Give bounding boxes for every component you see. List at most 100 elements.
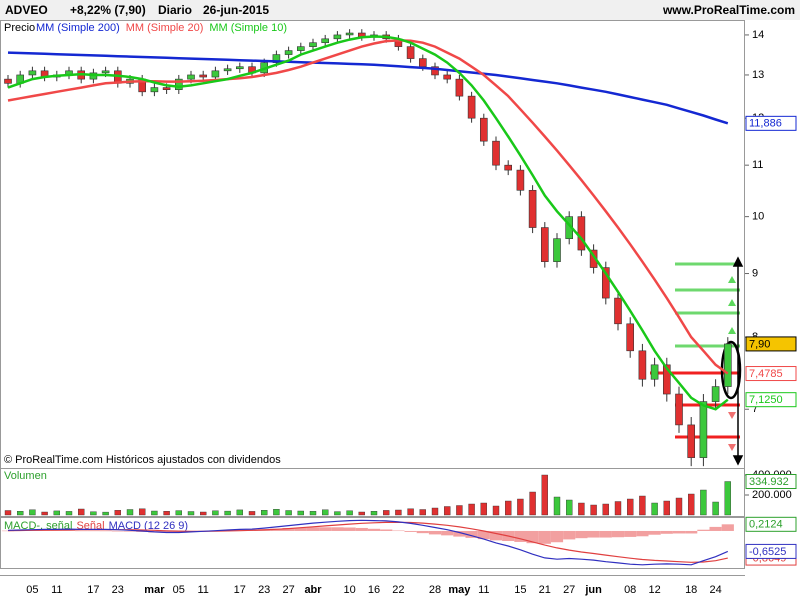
x-tick-label: 10: [343, 584, 355, 596]
candle-body: [309, 42, 317, 47]
volume-bar: [346, 510, 353, 516]
macd-hist: [636, 530, 649, 537]
volume-bar: [4, 510, 12, 516]
macd-hist: [489, 530, 503, 541]
candle-body: [187, 74, 195, 80]
macd-hist: [282, 528, 295, 531]
volume-bar: [602, 503, 609, 516]
macd-hist: [453, 530, 466, 537]
y-tick-label: 7: [752, 403, 758, 415]
macd-hist: [526, 530, 539, 544]
candle-body: [577, 216, 586, 251]
y-tick-label: 10: [752, 211, 764, 223]
x-tick-label: mar: [144, 584, 165, 596]
volume-bar: [175, 510, 183, 516]
volume-bar: [407, 508, 414, 516]
volume-bar: [248, 511, 256, 516]
up-mark: [728, 327, 736, 334]
candle-body: [431, 66, 439, 76]
candle-body: [418, 58, 427, 68]
site[interactable]: www.ProRealTime.com: [662, 3, 795, 17]
volume-bar: [541, 474, 548, 516]
down-mark: [728, 412, 736, 419]
macd-hist: [404, 530, 417, 532]
volume-bar: [517, 498, 524, 516]
macd-hist: [721, 524, 734, 531]
volume-bar: [114, 510, 122, 516]
candle-body: [455, 78, 464, 97]
change: +8,22% (7,90): [70, 3, 146, 17]
candle-body: [553, 238, 561, 262]
candle-body: [150, 87, 159, 93]
legend-price: Precio: [4, 22, 35, 34]
candle-body: [479, 117, 488, 142]
x-tick-label: 15: [514, 584, 526, 596]
volume-bar: [529, 491, 536, 516]
x-tick-label: 08: [624, 584, 636, 596]
candle-body: [662, 364, 671, 395]
candle-body: [223, 68, 232, 72]
candle-body: [516, 169, 525, 191]
macd-hist: [538, 530, 551, 544]
volume-bar: [419, 509, 426, 516]
volume-bar: [297, 510, 304, 516]
candle-body: [601, 267, 610, 299]
macd-hist: [550, 530, 564, 543]
candle-body: [199, 74, 207, 78]
candle-body: [528, 189, 537, 228]
candle-body: [626, 323, 635, 352]
volume-bar: [187, 511, 195, 516]
volume-bar: [236, 509, 244, 516]
macd-hist: [62, 530, 76, 531]
x-tick-label: 11: [478, 584, 489, 596]
candle-body: [101, 70, 110, 74]
value-tag: [745, 516, 797, 532]
volume-bar: [724, 481, 731, 516]
value-tag-label: 0,2124: [749, 519, 783, 531]
volume-bar: [151, 510, 158, 516]
volume-bar: [468, 503, 475, 516]
y-tick-label: 200.000: [752, 489, 792, 501]
x-tick-label: 18: [685, 584, 697, 596]
legend-entry: MM (Simple 20): [126, 22, 204, 34]
panel-label: Volumen: [4, 470, 47, 482]
x-tick-label: 16: [368, 584, 380, 596]
candle-body: [504, 164, 513, 171]
volume-bar: [383, 510, 390, 516]
volume-bar: [65, 511, 73, 516]
price-frame: [0, 20, 745, 469]
macd-line: [7, 519, 729, 566]
x-tick-label: 17: [87, 584, 99, 596]
candle-body: [296, 46, 305, 51]
candle-body: [333, 34, 342, 40]
candle-body: [443, 74, 452, 80]
legend-entry: MACD (12 26 9): [109, 520, 188, 532]
value-tag: [745, 543, 797, 559]
candle-body: [614, 297, 622, 325]
volume-bar: [444, 506, 451, 516]
macd-hist: [1, 530, 15, 532]
x-tick-label: 28: [429, 584, 441, 596]
volume-bar: [395, 509, 402, 516]
macd-hist: [599, 530, 612, 538]
x-tick-label: jun: [584, 584, 602, 596]
macd-hist: [331, 527, 344, 531]
x-tick-label: 17: [234, 584, 246, 596]
volume-bar: [102, 511, 109, 516]
macd-hist: [587, 530, 600, 538]
x-tick-label: 11: [51, 584, 62, 596]
macd-hist: [123, 530, 137, 532]
macd-hist: [306, 527, 320, 531]
legend-entry: MM (Simple 200): [36, 22, 120, 34]
candle-body: [492, 140, 500, 166]
moving-average: [7, 35, 729, 411]
frames: [0, 20, 745, 576]
macd-hist: [87, 530, 100, 532]
candle-body: [467, 95, 476, 119]
candle-body: [540, 227, 549, 262]
candle-body: [211, 70, 220, 78]
candle-body: [406, 46, 415, 59]
candle-body: [699, 401, 708, 458]
